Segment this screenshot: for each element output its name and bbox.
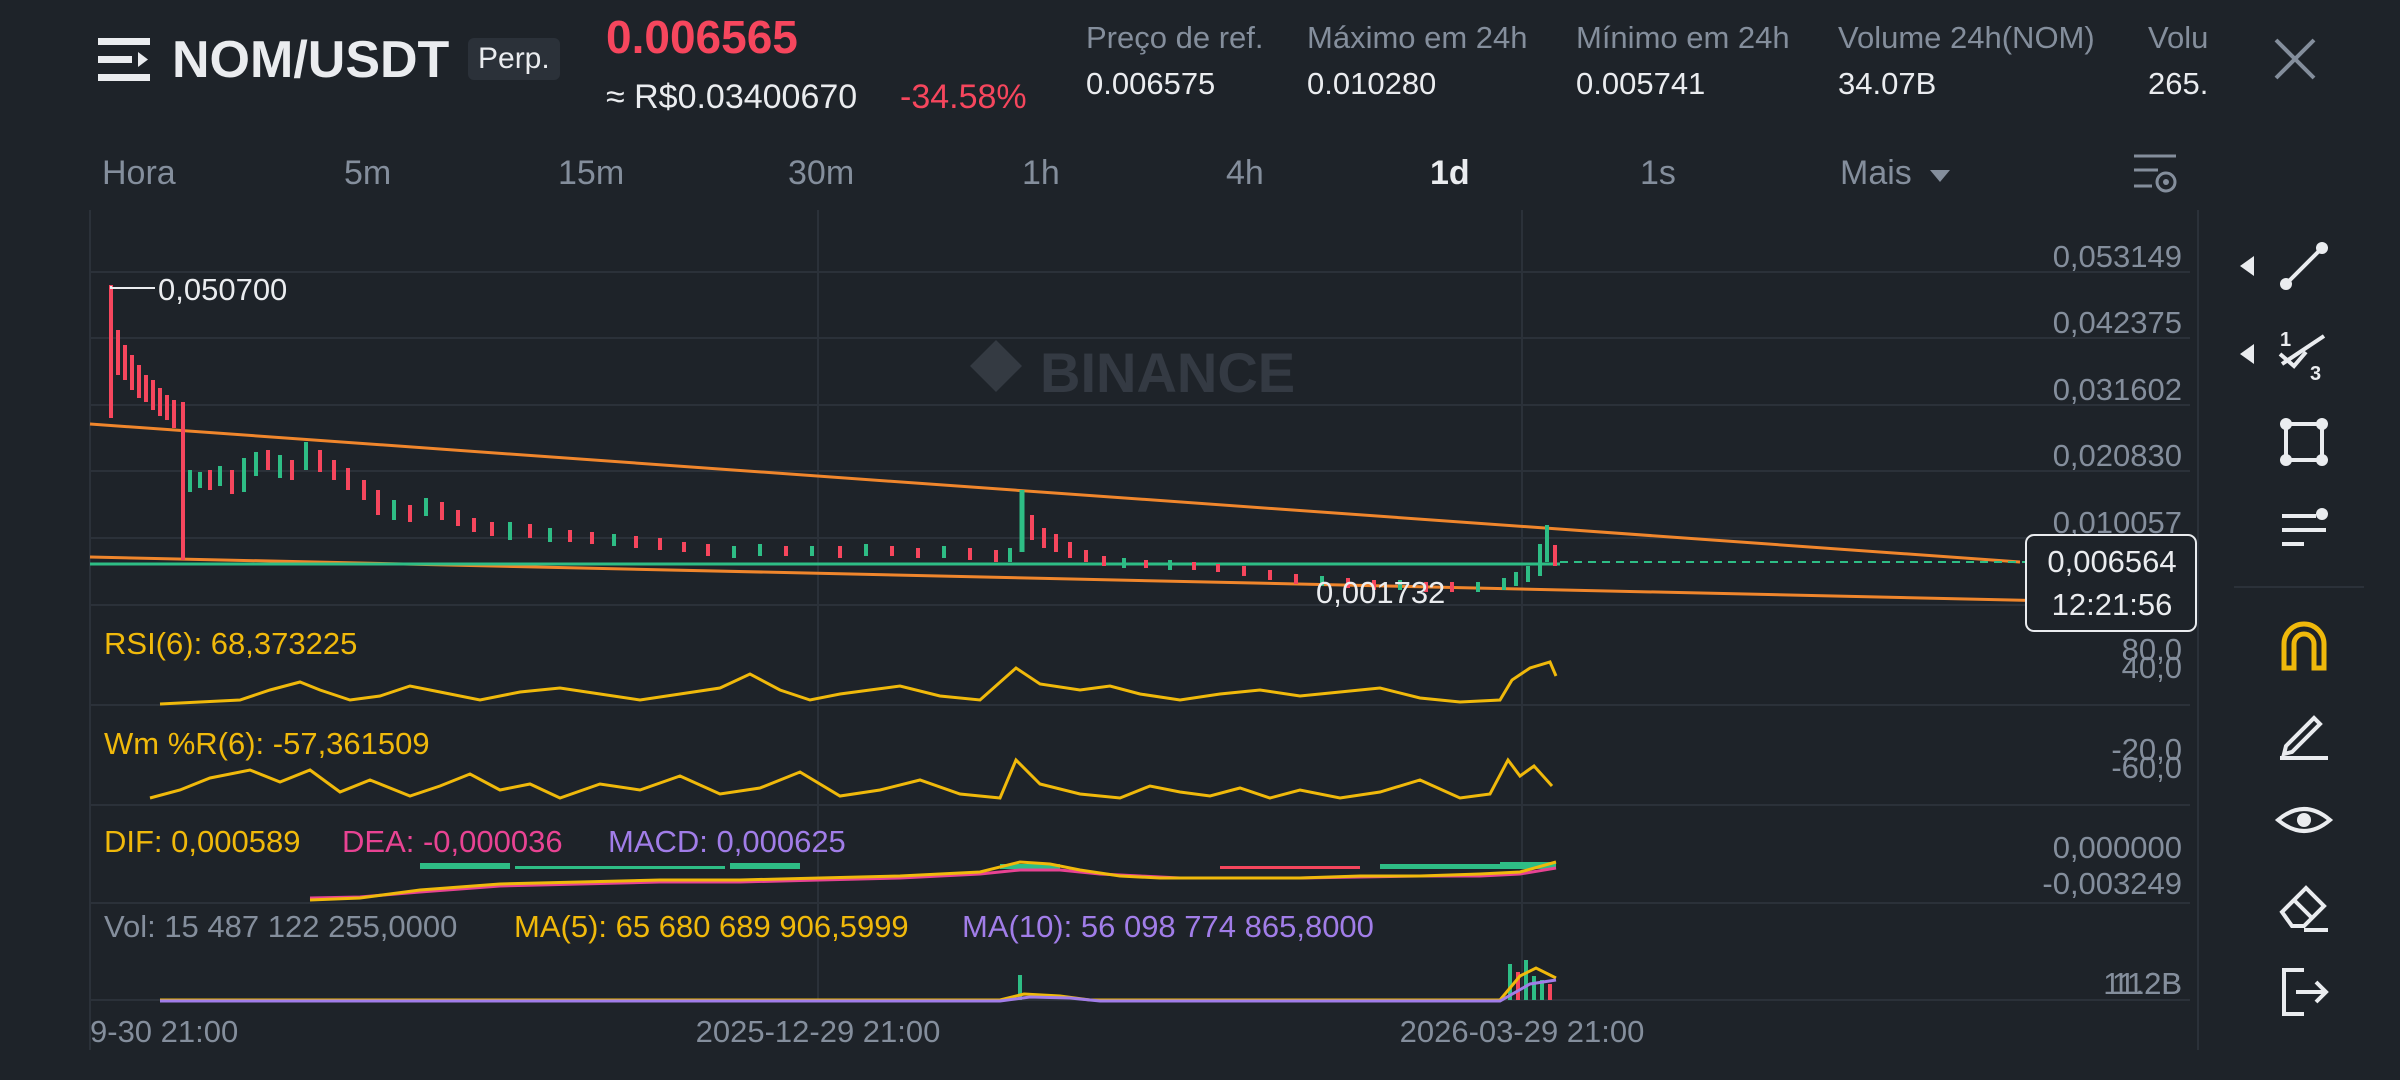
eraser-icon[interactable] [2274, 876, 2334, 936]
exit-icon[interactable] [2274, 962, 2334, 1022]
volume-ma5-label: MA(5): 65 680 689 906,5999 [514, 909, 909, 944]
rsi-level-label: 80,0 [2122, 632, 2182, 667]
price-change-percent: -34.58% [900, 78, 1027, 116]
expand-caret-icon[interactable] [2240, 344, 2254, 364]
fiat-price: ≈ R$0.03400670 [606, 78, 858, 116]
macd-dif-line [309, 860, 1557, 902]
high-24h-label: Máximo em 24h [1307, 20, 1528, 55]
fibonacci-icon[interactable]: 1 3 [2274, 324, 2334, 384]
svg-text:3: 3 [2310, 363, 2321, 384]
binance-watermark: BINANCE [970, 340, 1295, 404]
low-24h-label: Mínimo em 24h [1576, 20, 1790, 55]
tab-mais[interactable]: Mais [1840, 154, 1951, 193]
williams-r-level-label: -20,0 [2111, 732, 2182, 767]
svg-text:1: 1 [2280, 329, 2291, 351]
current-price-box [2025, 534, 2197, 632]
line-tool-icon[interactable] [2274, 236, 2334, 296]
chart-settings-icon[interactable] [2132, 150, 2178, 196]
watermark-text: BINANCE [1040, 341, 1295, 404]
tab-4h[interactable]: 4h [1226, 154, 1264, 192]
x-axis-label: 2026-03-29 21:00 [1400, 1014, 1645, 1049]
volume-usdt-label: Volu [2148, 20, 2209, 55]
y-axis-label: 0,020830 [2053, 438, 2182, 473]
current-price-label: 0,006564 [2047, 544, 2176, 579]
y-axis-label: 0,053149 [2053, 239, 2182, 274]
volume-ma10-label: MA(10): 56 098 774 865,8000 [962, 909, 1374, 944]
rsi-label: RSI(6): 68,373225 [104, 626, 357, 661]
magnet-icon[interactable] [2274, 616, 2334, 676]
caret-down-icon [1930, 170, 1951, 182]
volume-label: Vol: 15 487 122 255,0000 [104, 909, 457, 944]
macd-level-label: -0,003249 [2042, 866, 2182, 901]
upper-trendline[interactable] [89, 422, 2021, 564]
low-price-marker: 0,001732 [1316, 575, 1445, 610]
expand-caret-icon[interactable] [2240, 256, 2254, 276]
candlesticks [109, 285, 1557, 592]
volume-level-label: 11.2B [2103, 966, 2182, 1001]
tab-1h[interactable]: 1h [1022, 154, 1060, 192]
volume-24h-label: Volume 24h(NOM) [1838, 20, 2095, 55]
trading-pair[interactable]: NOM/USDT [172, 31, 450, 89]
volume-level-label: 112B [2112, 966, 2182, 1001]
y-axis-label: 0,042375 [2053, 305, 2182, 340]
high-price-marker: 0,050700 [158, 272, 287, 307]
williams-r-line [149, 757, 1554, 800]
ref-price-value: 0.006575 [1086, 66, 1216, 101]
williams-r-level-label: -60,0 [2111, 750, 2182, 785]
tab-15m[interactable]: 15m [558, 154, 625, 192]
tab-hora[interactable]: Hora [102, 154, 176, 192]
shape-icon[interactable] [2274, 412, 2334, 472]
volume-bars [1018, 960, 1552, 1000]
tab-5m[interactable]: 5m [344, 154, 392, 192]
volume-24h-value: 34.07B [1838, 66, 1937, 101]
toolbar-divider [2234, 586, 2364, 588]
macd-dea-label: DEA: -0,000036 [342, 824, 563, 859]
last-price: 0.006565 [606, 11, 798, 63]
macd-value-label: MACD: 0,000625 [608, 824, 846, 859]
y-axis-label: 0,031602 [2053, 372, 2182, 407]
volume-ma10-line [160, 978, 1557, 1003]
high-24h-value: 0.010280 [1307, 66, 1437, 101]
macd-level-label: 0,000000 [2053, 830, 2182, 865]
volume-usdt-value: 265. [2148, 66, 2209, 101]
macd-histogram [420, 862, 1556, 869]
indicator-lines-icon[interactable] [2274, 500, 2334, 560]
macd-dif-label: DIF: 0,000589 [104, 824, 300, 859]
x-axis-label: 9-30 21:00 [90, 1014, 238, 1049]
tab-1d[interactable]: 1d [1430, 154, 1470, 192]
rsi-level-label: 40,0 [2122, 650, 2182, 685]
drawing-toolbar: 1 3 [2234, 236, 2400, 1056]
pencil-icon[interactable] [2274, 702, 2334, 762]
ref-price-label: Preço de ref. [1086, 20, 1264, 55]
menu-icon[interactable] [98, 36, 150, 84]
rsi-line [159, 660, 1558, 706]
contract-type-badge: Perp. [468, 38, 560, 80]
x-axis-label: 2025-12-29 21:00 [696, 1014, 941, 1049]
more-label: Mais [1840, 154, 1912, 192]
tab-30m[interactable]: 30m [788, 154, 855, 192]
candle-countdown: 12:21:56 [2052, 587, 2173, 622]
close-icon[interactable] [2270, 34, 2320, 84]
tab-1s[interactable]: 1s [1640, 154, 1676, 192]
low-24h-value: 0.005741 [1576, 66, 1706, 101]
williams-r-label: Wm %R(6): -57,361509 [104, 726, 430, 761]
volume-ma5-line [160, 966, 1557, 1002]
eye-icon[interactable] [2274, 790, 2334, 850]
